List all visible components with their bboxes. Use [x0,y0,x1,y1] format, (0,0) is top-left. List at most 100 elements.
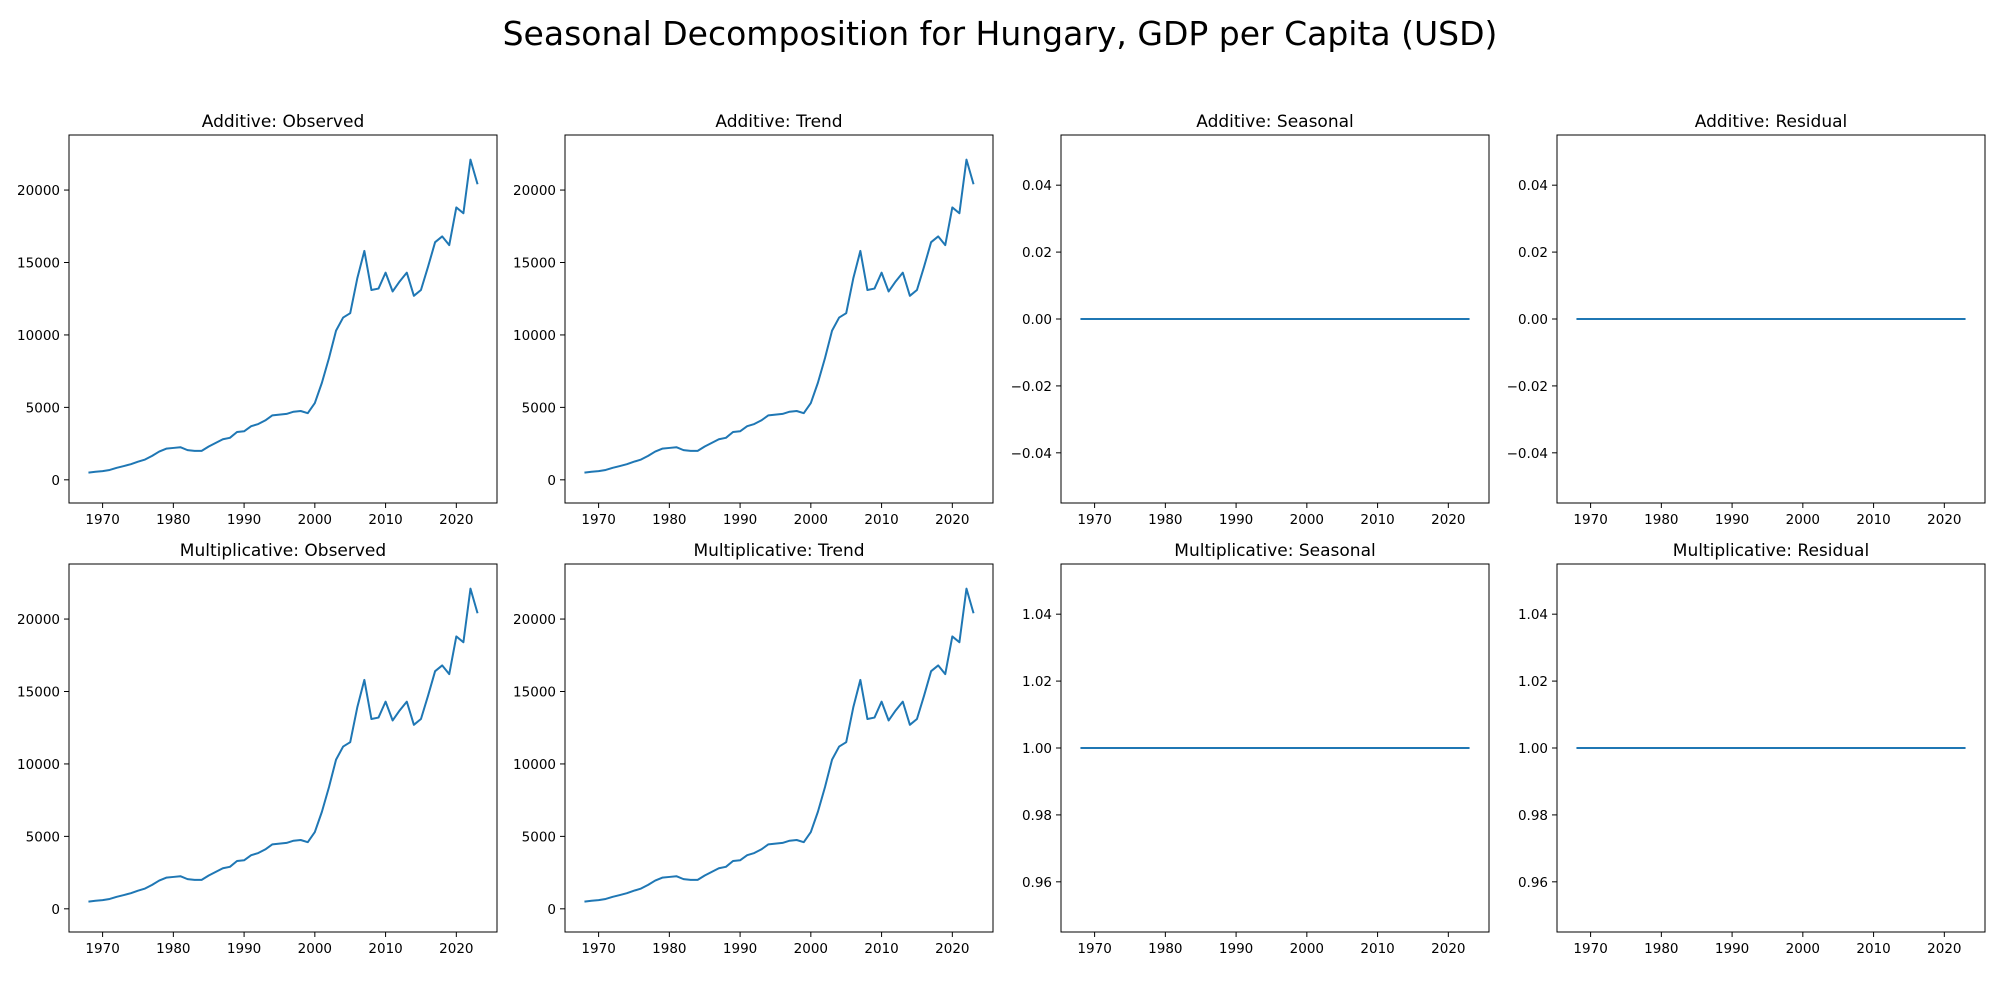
multiplicative-residual-xtick-label: 1970 [1573,941,1607,957]
additive-trend-xtick-label: 1990 [723,512,757,528]
additive-trend-ytick-label: 20000 [513,183,556,199]
additive-seasonal-ytick-label: 0.00 [1022,312,1052,328]
multiplicative-seasonal-title: Multiplicative: Seasonal [1174,541,1375,561]
additive-trend-panel: Additive: Trend 1970 1980 1990 2000 2010 2020 0… [513,112,994,528]
multiplicative-observed-axes-frame [68,563,498,933]
additive-trend-xtick-label: 2020 [935,512,969,528]
multiplicative-residual-xtick-label: 1980 [1644,941,1678,957]
multiplicative-observed-ytick-label: 15000 [17,684,60,700]
multiplicative-trend-ytick-label: 0 [547,902,556,918]
additive-seasonal-xtick-label: 1980 [1148,512,1182,528]
multiplicative-observed-xtick-label: 1980 [156,941,190,957]
multiplicative-residual-panel: Multiplicative: Residual 1970 1980 1990 2000… [1518,541,1986,957]
additive-residual-xtick-label: 1970 [1573,512,1607,528]
multiplicative-residual-xtick-label: 2000 [1786,941,1820,957]
multiplicative-observed-ytick-label: 10000 [17,757,60,773]
additive-observed-xtick-label: 2010 [368,512,402,528]
multiplicative-observed-xtick-label: 1990 [227,941,261,957]
additive-residual-ytick-label: −0.02 [1507,379,1548,395]
multiplicative-trend-ytick-label: 10000 [513,757,556,773]
additive-seasonal-xtick-label: 1990 [1219,512,1253,528]
multiplicative-seasonal-xtick-label: 2010 [1360,941,1394,957]
multiplicative-observed-ytick-label: 5000 [26,829,60,845]
multiplicative-seasonal-xtick-label: 1970 [1077,941,1111,957]
multiplicative-observed-xtick-label: 2020 [439,941,473,957]
additive-seasonal-axes-frame [1060,134,1490,504]
multiplicative-residual-axes-frame [1556,563,1986,933]
additive-observed-ytick-label: 15000 [17,255,60,271]
additive-residual-xtick-label: 2020 [1927,512,1961,528]
subplot-grid: Additive: Observed 1970 1980 1990 2000 2010 20… [17,112,1986,957]
multiplicative-residual-title: Multiplicative: Residual [1673,541,1869,561]
additive-residual-ytick-label: −0.04 [1507,446,1548,462]
multiplicative-residual-ytick-label: 1.00 [1518,741,1548,757]
multiplicative-trend-panel: Multiplicative: Trend 1970 1980 1990 2000 201… [513,541,994,957]
multiplicative-trend-xtick-label: 2000 [794,941,828,957]
additive-residual-axes-frame [1556,134,1986,504]
additive-residual-title: Additive: Residual [1695,112,1847,132]
additive-trend-ytick-label: 15000 [513,255,556,271]
additive-seasonal-ytick-label: −0.02 [1011,379,1052,395]
additive-trend-ytick-label: 0 [547,473,556,489]
multiplicative-seasonal-panel: Multiplicative: Seasonal 1970 1980 1990 2000… [1022,541,1490,957]
additive-trend-xtick-label: 2010 [864,512,898,528]
additive-observed-xtick-label: 1970 [85,512,119,528]
multiplicative-residual-ytick-label: 0.96 [1518,875,1548,891]
additive-residual-xtick-label: 2010 [1856,512,1890,528]
additive-observed-xtick-label: 2000 [298,512,332,528]
additive-seasonal-ytick-label: −0.04 [1011,446,1052,462]
multiplicative-seasonal-ytick-label: 0.98 [1022,808,1052,824]
additive-residual-ytick-label: 0.00 [1518,312,1548,328]
additive-trend-ytick-label: 5000 [522,400,556,416]
multiplicative-seasonal-xtick-label: 1990 [1219,941,1253,957]
multiplicative-trend-axes-frame [564,563,994,933]
multiplicative-seasonal-ytick-label: 0.96 [1022,875,1052,891]
additive-observed-xtick-label: 2020 [439,512,473,528]
additive-trend-axes-frame [564,134,994,504]
additive-observed-title: Additive: Observed [202,112,364,132]
additive-observed-ytick-label: 10000 [17,328,60,344]
multiplicative-trend-xtick-label: 2020 [935,941,969,957]
additive-observed-series-line [88,158,479,474]
figure-suptitle: Seasonal Decomposition for Hungary, GDP … [503,14,1498,53]
multiplicative-observed-title: Multiplicative: Observed [180,541,386,561]
additive-trend-title: Additive: Trend [715,112,842,132]
additive-residual-ytick-label: 0.02 [1518,245,1548,261]
multiplicative-trend-xtick-label: 2010 [864,941,898,957]
additive-trend-ytick-label: 10000 [513,328,556,344]
multiplicative-observed-ytick-label: 20000 [17,612,60,628]
multiplicative-trend-xtick-label: 1970 [581,941,615,957]
multiplicative-residual-xtick-label: 2010 [1856,941,1890,957]
additive-seasonal-title: Additive: Seasonal [1196,112,1354,132]
multiplicative-trend-series-line [584,587,975,903]
additive-residual-ytick-label: 0.04 [1518,178,1548,194]
additive-seasonal-panel: Additive: Seasonal 1970 1980 1990 2000 2010 20… [1011,112,1490,528]
additive-residual-xtick-label: 1980 [1644,512,1678,528]
additive-trend-xtick-label: 1970 [581,512,615,528]
additive-observed-axes-frame [68,134,498,504]
additive-residual-xtick-label: 2000 [1786,512,1820,528]
additive-seasonal-ytick-label: 0.02 [1022,245,1052,261]
multiplicative-residual-ytick-label: 1.02 [1518,674,1548,690]
multiplicative-observed-xtick-label: 2000 [298,941,332,957]
additive-observed-ytick-label: 20000 [17,183,60,199]
additive-residual-panel: Additive: Residual 1970 1980 1990 2000 2010 20… [1507,112,1986,528]
multiplicative-residual-xtick-label: 1990 [1715,941,1749,957]
additive-trend-series-line [584,158,975,474]
multiplicative-seasonal-ytick-label: 1.04 [1022,607,1052,623]
multiplicative-observed-series-line [88,587,479,903]
additive-seasonal-xtick-label: 2000 [1290,512,1324,528]
multiplicative-trend-ytick-label: 20000 [513,612,556,628]
multiplicative-residual-ytick-label: 1.04 [1518,607,1548,623]
multiplicative-seasonal-xtick-label: 2000 [1290,941,1324,957]
multiplicative-seasonal-ytick-label: 1.02 [1022,674,1052,690]
multiplicative-trend-ytick-label: 15000 [513,684,556,700]
multiplicative-seasonal-ytick-label: 1.00 [1022,741,1052,757]
additive-seasonal-xtick-label: 2010 [1360,512,1394,528]
additive-observed-ytick-label: 0 [51,473,60,489]
additive-observed-xtick-label: 1980 [156,512,190,528]
multiplicative-trend-xtick-label: 1990 [723,941,757,957]
multiplicative-observed-ytick-label: 0 [51,902,60,918]
multiplicative-seasonal-axes-frame [1060,563,1490,933]
